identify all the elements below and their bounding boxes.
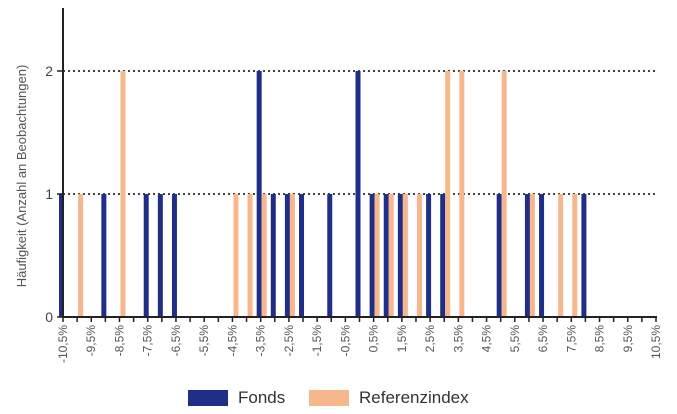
bar-fonds-8 <box>171 194 177 317</box>
x-tick-labels: -10,5% -9,5% -8,5% -7,5% -6,5% -5,5% -4,5% -3,5… <box>56 325 663 363</box>
bar-referenzindex-4 <box>120 71 126 317</box>
bar-referenzindex-24 <box>402 194 408 317</box>
bar-referenzindex-13 <box>247 194 253 317</box>
bar-fonds-22 <box>369 194 375 317</box>
x-tick-label: -3,5% <box>254 325 268 357</box>
x-tick-label: -8,5% <box>112 325 126 357</box>
y-tick-label-2: 2 <box>45 63 53 79</box>
bar-referenzindex-16 <box>289 194 295 317</box>
x-tick-label: 8,5% <box>593 325 607 353</box>
legend-item-fonds: Fonds <box>188 388 285 408</box>
x-tick-label: -10,5% <box>56 325 70 363</box>
x-tick-label: 1,5% <box>395 325 409 353</box>
bar-fonds-6 <box>143 194 149 317</box>
bar-fonds-3 <box>101 194 107 317</box>
bars <box>59 71 587 317</box>
y-axis-label: Häufigkeit (Anzahl an Beobachtungen) <box>14 65 29 288</box>
y-tick-label-0: 0 <box>45 309 53 325</box>
legend-swatch-fonds <box>188 390 228 406</box>
legend-swatch-referenzindex <box>309 390 349 406</box>
bar-referenzindex-12 <box>233 194 239 317</box>
bar-fonds-26 <box>426 194 432 317</box>
bar-fonds-24 <box>397 194 403 317</box>
x-tick-label: -1,5% <box>310 325 324 357</box>
x-tick-label: 5,5% <box>508 325 522 353</box>
legend-item-referenzindex: Referenzindex <box>309 388 469 408</box>
x-tick-label: -2,5% <box>282 325 296 357</box>
legend-label-fonds: Fonds <box>238 388 286 407</box>
x-tick-label: 2,5% <box>423 325 437 353</box>
bar-referenzindex-28 <box>459 71 465 317</box>
histogram-chart: -10,5% -9,5% -8,5% -7,5% -6,5% -5,5% -4,5% -3,5… <box>14 8 663 363</box>
x-tick-label: -4,5% <box>225 325 239 357</box>
x-tick-label: 10,5% <box>649 325 663 359</box>
bar-referenzindex-36 <box>572 194 578 317</box>
x-tick-label: -0,5% <box>338 325 352 357</box>
bar-fonds-17 <box>299 194 305 317</box>
x-tick-label: 6,5% <box>536 325 550 353</box>
bar-referenzindex-35 <box>558 194 564 317</box>
bar-fonds-23 <box>383 194 389 317</box>
bar-fonds-15 <box>270 194 276 317</box>
bar-referenzindex-27 <box>445 71 451 317</box>
y-tick-label-1: 1 <box>45 186 53 202</box>
bar-fonds-7 <box>157 194 163 317</box>
bar-fonds-16 <box>284 194 290 317</box>
bar-referenzindex-25 <box>416 194 422 317</box>
x-tick-label: -7,5% <box>141 325 155 357</box>
bar-referenzindex-22 <box>374 194 380 317</box>
bar-fonds-0 <box>59 194 64 317</box>
x-tick-label: -5,5% <box>197 325 211 357</box>
bar-referenzindex-14 <box>261 194 267 317</box>
x-tick-label: 4,5% <box>480 325 494 353</box>
bar-fonds-19 <box>327 194 333 317</box>
x-tick-label: 3,5% <box>451 325 465 353</box>
y-tick-labels: 0 1 2 <box>45 63 53 325</box>
bar-fonds-21 <box>355 71 361 317</box>
bar-referenzindex-33 <box>529 194 535 317</box>
bar-fonds-34 <box>539 194 545 317</box>
x-tick-label: 7,5% <box>564 325 578 353</box>
bar-fonds-37 <box>581 194 587 317</box>
bar-fonds-31 <box>496 194 502 317</box>
bar-fonds-14 <box>256 71 262 317</box>
bar-referenzindex-1 <box>78 194 84 317</box>
bar-referenzindex-23 <box>388 194 394 317</box>
bar-fonds-33 <box>524 194 530 317</box>
x-tick-label: -9,5% <box>84 325 98 357</box>
x-tick-label: -6,5% <box>169 325 183 357</box>
axes <box>57 8 657 322</box>
legend-label-referenzindex: Referenzindex <box>359 388 469 407</box>
x-tick-label: 9,5% <box>621 325 635 353</box>
bar-fonds-27 <box>440 194 446 317</box>
bar-referenzindex-31 <box>501 71 507 317</box>
x-tick-label: 0,5% <box>367 325 381 353</box>
legend: Fonds Referenzindex <box>0 388 677 412</box>
